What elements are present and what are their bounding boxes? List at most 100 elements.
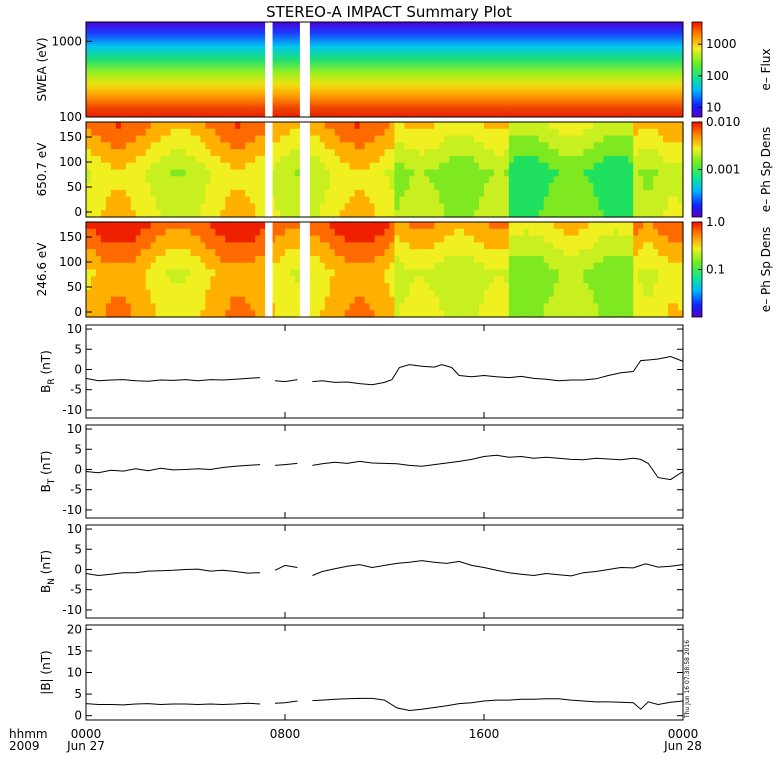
spectrogram-cell [394, 169, 401, 177]
spectrogram-cell [399, 228, 405, 237]
spectrogram-cell [195, 228, 202, 237]
spectrogram-cell [170, 242, 177, 250]
spectrogram-cell [678, 183, 684, 191]
spectrogram-cell [230, 289, 236, 298]
spectrogram-cell [449, 269, 455, 277]
spectrogram-cell [449, 296, 455, 305]
spectrogram-cell [250, 242, 256, 250]
spectrogram-cell [469, 242, 475, 250]
spectrogram-cell [513, 149, 520, 157]
y-axis-label: BT (nT) [39, 451, 57, 493]
spectrogram-cell [205, 255, 211, 264]
spectrogram-cell [165, 155, 172, 164]
spectrogram-cell [528, 296, 535, 305]
spectrogram-cell [389, 283, 396, 291]
spectrogram-cell [454, 283, 460, 291]
spectrogram-cell [623, 135, 629, 143]
spectrogram-cell [488, 222, 495, 230]
spectrogram-cell [638, 228, 644, 237]
spectrogram-cell [638, 135, 644, 143]
spectrogram-cell [469, 283, 475, 291]
spectrogram-cell [503, 128, 510, 137]
spectrogram-cell [235, 210, 241, 218]
spectrogram-cell [140, 269, 147, 277]
spectrogram-cell [255, 169, 261, 177]
spectrogram-cell [210, 276, 216, 284]
spectrogram-cell [399, 269, 405, 277]
spectrogram-cell [255, 210, 261, 218]
spectrogram-cell [568, 169, 575, 177]
spectrogram-cell [334, 249, 341, 257]
spectrogram-cell [394, 310, 401, 318]
spectrogram-cell [175, 228, 182, 237]
spectrogram-cell [364, 149, 371, 157]
spectrogram-cell [180, 176, 187, 184]
spectrogram-cell [479, 242, 485, 250]
spectrogram-cell [354, 310, 361, 318]
spectrogram-cell [668, 303, 674, 311]
data-gap [265, 22, 273, 117]
spectrogram-cell [160, 155, 167, 164]
spectrogram-cell [608, 176, 614, 184]
spectrogram-cell [329, 262, 336, 271]
spectrogram-cell [364, 155, 371, 164]
spectrogram-cell [230, 235, 236, 243]
spectrogram-cell [588, 296, 595, 305]
spectrogram-cell [653, 183, 659, 191]
spectrogram-cell [668, 203, 674, 211]
spectrogram-cell [190, 203, 197, 211]
spectrogram-cell [673, 162, 679, 171]
spectrogram-cell [150, 242, 157, 250]
spectrogram-cell [618, 155, 624, 164]
spectrogram-cell [513, 169, 520, 177]
spectrogram-cell [553, 283, 560, 291]
spectrogram-cell [379, 222, 386, 230]
spectrogram-cell [309, 296, 316, 305]
spectrogram-cell [319, 310, 326, 318]
spectrogram-cell [638, 149, 644, 157]
spectrogram-cell [434, 262, 440, 271]
spectrogram-cell [369, 262, 376, 271]
spectrogram-cell [105, 183, 112, 191]
spectrogram-cell [444, 283, 450, 291]
spectrogram-cell [314, 303, 321, 311]
spectrogram-cell [309, 183, 316, 191]
spectrogram-cell [294, 122, 301, 130]
spectrogram-cell [309, 203, 316, 211]
spectrogram-cell [314, 296, 321, 305]
spectrogram-cell [165, 235, 172, 243]
spectrogram-cell [498, 210, 505, 218]
spectrogram-cell [140, 142, 147, 150]
spectrogram-cell [548, 162, 555, 171]
spectrogram-cell [280, 135, 286, 143]
spectrogram-cell [658, 242, 664, 250]
spectrogram-cell [329, 189, 336, 198]
spectrogram-cell [628, 255, 634, 264]
spectrogram-cell [608, 122, 614, 130]
spectrogram-cell [484, 189, 490, 198]
spectrogram-cell [563, 228, 570, 237]
x-corner-bottom: 2009 [9, 739, 40, 753]
spectrogram-cell [374, 242, 381, 250]
spectrogram-cell [170, 196, 177, 205]
spectrogram-cell [523, 122, 530, 130]
spectrogram-cell [384, 283, 391, 291]
spectrogram-cell [384, 183, 391, 191]
spectrogram-cell [508, 255, 515, 264]
spectrogram-cell [414, 210, 420, 218]
spectrogram-cell [394, 203, 401, 211]
spectrogram-cell [488, 155, 495, 164]
spectrogram-cell [344, 122, 351, 130]
spectrogram-cell [459, 283, 465, 291]
spectrogram-cell [553, 262, 560, 271]
spectrogram-cell [404, 276, 410, 284]
spectrogram-cell [558, 128, 565, 137]
spectrogram-cell [145, 122, 152, 130]
spectrogram-cell [260, 183, 266, 191]
spectrogram-cell [110, 235, 117, 243]
spectrogram-cell [429, 122, 435, 130]
spectrogram-cell [628, 310, 634, 318]
spectrogram-cell [498, 303, 505, 311]
spectrogram-cell [548, 210, 555, 218]
spectrogram-cell [533, 122, 540, 130]
